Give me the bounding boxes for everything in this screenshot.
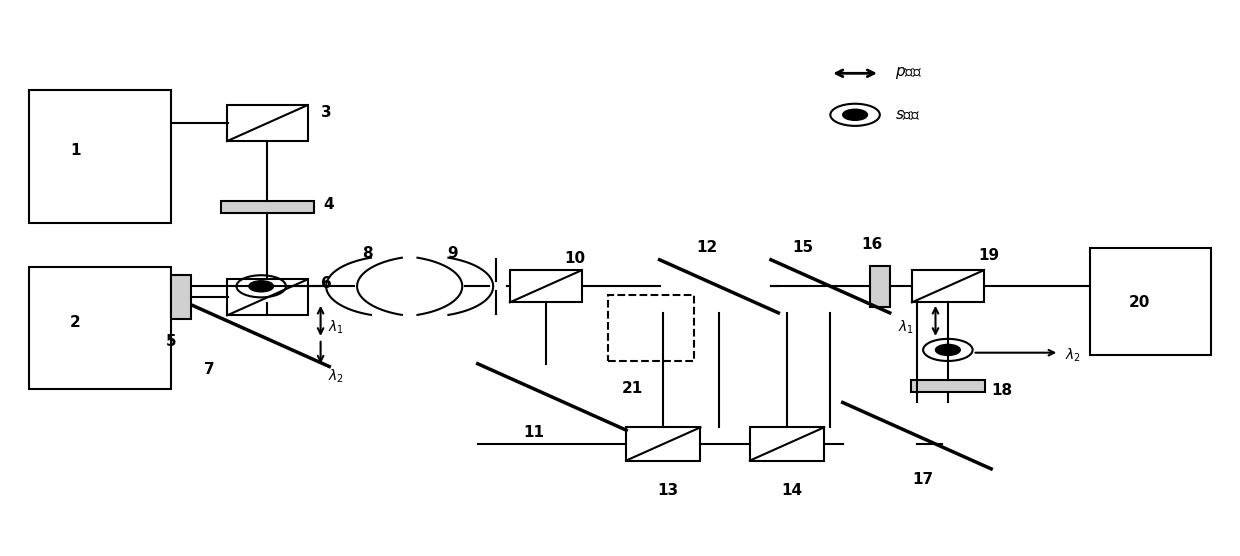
Text: 9: 9 — [448, 246, 459, 261]
Circle shape — [249, 281, 274, 292]
FancyBboxPatch shape — [910, 380, 985, 392]
Text: 19: 19 — [978, 249, 999, 264]
FancyBboxPatch shape — [608, 295, 694, 361]
Text: $\lambda_1$: $\lambda_1$ — [329, 319, 343, 336]
Text: $\lambda_2$: $\lambda_2$ — [329, 368, 343, 385]
FancyBboxPatch shape — [227, 279, 308, 315]
FancyBboxPatch shape — [221, 201, 314, 214]
Text: 8: 8 — [362, 246, 373, 261]
FancyBboxPatch shape — [750, 428, 825, 460]
Text: $s$偏振: $s$偏振 — [895, 107, 920, 122]
FancyBboxPatch shape — [227, 105, 308, 141]
Text: 1: 1 — [71, 143, 81, 158]
Circle shape — [843, 110, 868, 120]
FancyBboxPatch shape — [1090, 247, 1211, 355]
Text: 7: 7 — [203, 362, 215, 377]
Text: 12: 12 — [696, 240, 717, 255]
FancyBboxPatch shape — [171, 275, 191, 320]
Text: 17: 17 — [913, 473, 934, 488]
FancyBboxPatch shape — [510, 270, 582, 302]
Circle shape — [935, 344, 960, 355]
Text: $\lambda_2$: $\lambda_2$ — [1065, 347, 1081, 364]
Text: 20: 20 — [1128, 295, 1151, 310]
Text: 15: 15 — [792, 240, 813, 255]
Text: 21: 21 — [621, 381, 644, 396]
Text: $p$偏振: $p$偏振 — [895, 65, 921, 81]
FancyBboxPatch shape — [29, 267, 171, 389]
Text: 5: 5 — [166, 334, 176, 349]
Text: $\lambda_1$: $\lambda_1$ — [899, 319, 914, 336]
Text: 16: 16 — [862, 237, 883, 252]
Text: 3: 3 — [321, 105, 331, 120]
Text: 2: 2 — [71, 315, 81, 330]
Text: 11: 11 — [523, 425, 544, 440]
FancyBboxPatch shape — [911, 270, 983, 302]
Text: 4: 4 — [324, 197, 334, 212]
FancyBboxPatch shape — [29, 90, 171, 222]
Text: 18: 18 — [991, 383, 1012, 398]
Text: 6: 6 — [321, 276, 331, 291]
Text: 10: 10 — [564, 251, 585, 266]
FancyBboxPatch shape — [870, 266, 890, 307]
FancyBboxPatch shape — [626, 428, 701, 460]
Text: 13: 13 — [657, 484, 678, 499]
Text: 14: 14 — [781, 484, 802, 499]
